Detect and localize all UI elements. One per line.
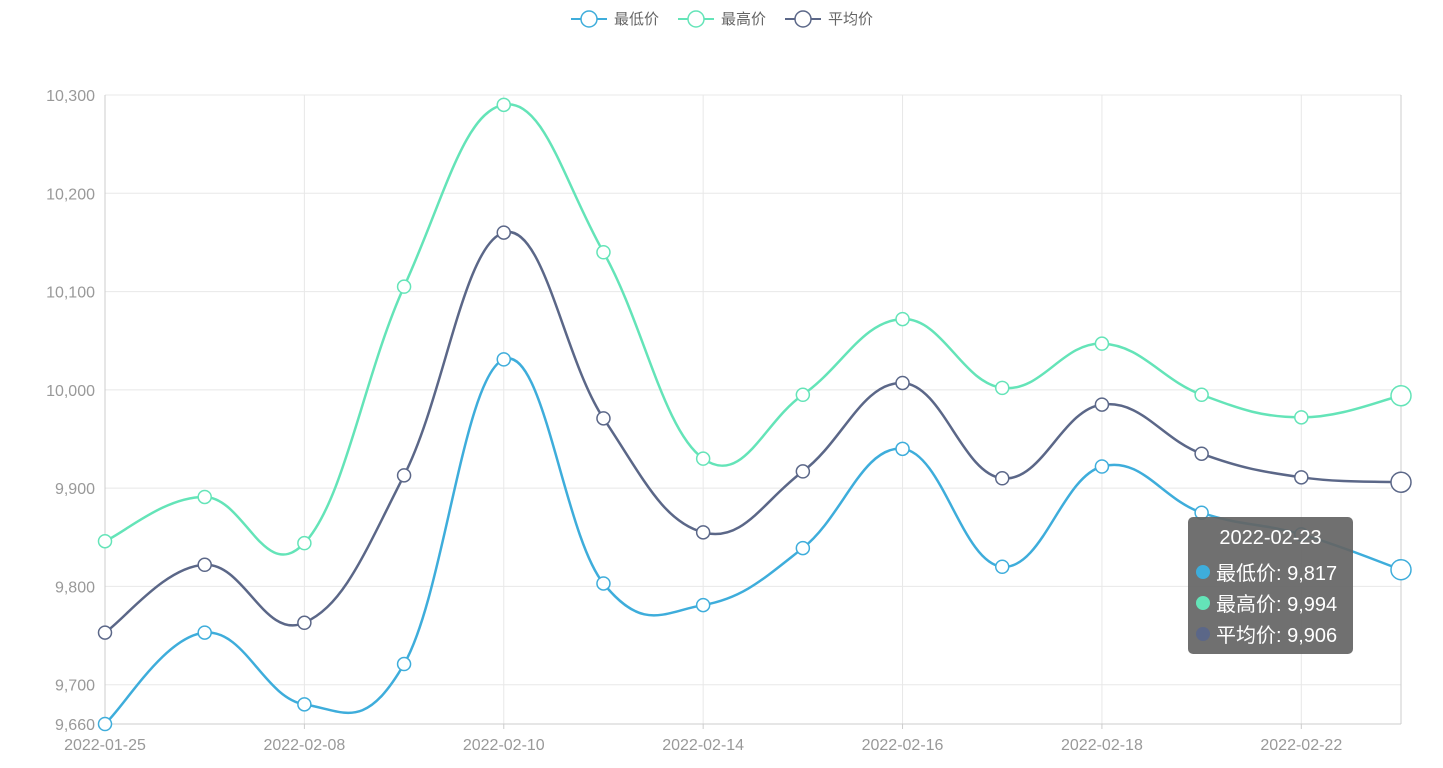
data-point-max bbox=[396, 279, 412, 294]
series-line-max bbox=[104, 103, 1402, 556]
data-point-min bbox=[297, 697, 312, 712]
data-point-avg bbox=[596, 411, 611, 426]
tooltip: 2022-02-23 最低价: 9,817 最高价: 9,994 平均价: 9,… bbox=[1188, 517, 1353, 654]
tooltip-text-avg: 平均价: 9,906 bbox=[1216, 625, 1338, 647]
tooltip-row-min: 最低价: 9,817 bbox=[1196, 556, 1345, 587]
data-point-max bbox=[994, 380, 1010, 396]
x-tick-label: 2022-02-22 bbox=[1260, 737, 1342, 754]
y-tick-label: 9,900 bbox=[55, 481, 95, 498]
data-point-avg bbox=[396, 468, 412, 483]
data-point-min bbox=[895, 441, 910, 457]
data-point-avg bbox=[97, 625, 113, 640]
data-point-avg bbox=[1294, 470, 1309, 485]
data-point-avg bbox=[695, 525, 711, 540]
legend-item-min[interactable]: 最低价 bbox=[570, 8, 659, 29]
data-point-avg bbox=[895, 375, 910, 391]
data-point-avg bbox=[795, 464, 811, 479]
y-tick-label: 9,660 bbox=[55, 717, 95, 734]
data-point-avg bbox=[994, 471, 1010, 486]
y-tick-label: 10,100 bbox=[46, 285, 95, 302]
data-point-min bbox=[396, 656, 412, 672]
tooltip-text-min: 最低价: 9,817 bbox=[1216, 563, 1338, 585]
data-point-max bbox=[795, 387, 811, 403]
data-point-avg bbox=[297, 615, 312, 631]
legend-marker-avg-icon bbox=[785, 9, 821, 28]
data-point-max bbox=[297, 535, 312, 551]
data-point-max bbox=[895, 311, 910, 327]
data-point-max bbox=[97, 533, 113, 549]
data-point-max bbox=[496, 97, 512, 113]
data-point-min bbox=[496, 352, 512, 367]
data-point-max bbox=[197, 489, 212, 505]
data-point-avg bbox=[1194, 446, 1209, 461]
data-point-max bbox=[1094, 336, 1110, 351]
x-tick-label: 2022-02-18 bbox=[1061, 737, 1143, 754]
data-point-max bbox=[1390, 384, 1412, 407]
data-point-avg bbox=[197, 557, 212, 573]
tooltip-row-max: 最高价: 9,994 bbox=[1196, 587, 1345, 618]
data-point-avg bbox=[1390, 471, 1412, 493]
data-point-min bbox=[596, 576, 611, 591]
legend-marker-min-icon bbox=[570, 9, 607, 28]
tooltip-dot-min bbox=[1196, 564, 1210, 579]
y-tick-label: 9,800 bbox=[55, 579, 95, 596]
data-point-max bbox=[1294, 410, 1309, 425]
tooltip-text-max: 最高价: 9,994 bbox=[1216, 594, 1338, 616]
legend: 最低价 最高价 平均价 bbox=[0, 8, 1443, 29]
legend-label-max: 最高价 bbox=[720, 11, 766, 28]
tooltip-dot-avg bbox=[1196, 626, 1210, 641]
legend-item-avg[interactable]: 平均价 bbox=[784, 8, 873, 29]
legend-label-avg: 平均价 bbox=[828, 11, 874, 28]
tooltip-title: 2022-02-23 bbox=[1219, 527, 1322, 549]
y-tick-label: 10,300 bbox=[46, 88, 95, 105]
legend-marker-max-icon bbox=[677, 9, 714, 28]
data-point-max bbox=[596, 245, 611, 260]
series-avg bbox=[97, 225, 1412, 640]
y-tick-label: 10,200 bbox=[46, 186, 95, 203]
y-tick-label: 10,000 bbox=[46, 383, 95, 400]
data-point-min bbox=[97, 716, 113, 732]
x-tick-label: 2022-02-08 bbox=[263, 737, 345, 754]
x-tick-label: 2022-02-10 bbox=[463, 737, 545, 754]
series-max bbox=[97, 97, 1412, 556]
tooltip-row-avg: 平均价: 9,906 bbox=[1196, 618, 1345, 649]
data-point-min bbox=[1390, 558, 1412, 581]
tooltip-dot-max bbox=[1196, 595, 1210, 610]
data-point-min bbox=[197, 625, 212, 640]
x-tick-label: 2022-01-25 bbox=[64, 737, 146, 754]
data-point-min bbox=[1094, 459, 1110, 474]
legend-item-max[interactable]: 最高价 bbox=[677, 8, 766, 29]
data-point-avg bbox=[1094, 397, 1110, 412]
legend-label-min: 最低价 bbox=[613, 11, 659, 28]
data-point-min bbox=[994, 559, 1010, 574]
x-tick-label: 2022-02-14 bbox=[662, 737, 744, 754]
data-point-min bbox=[695, 597, 711, 613]
data-point-max bbox=[695, 451, 711, 466]
y-tick-label: 9,700 bbox=[55, 678, 95, 695]
data-point-min bbox=[795, 540, 811, 556]
data-point-avg bbox=[496, 225, 512, 240]
data-point-max bbox=[1194, 387, 1209, 403]
x-tick-label: 2022-02-16 bbox=[862, 737, 944, 754]
